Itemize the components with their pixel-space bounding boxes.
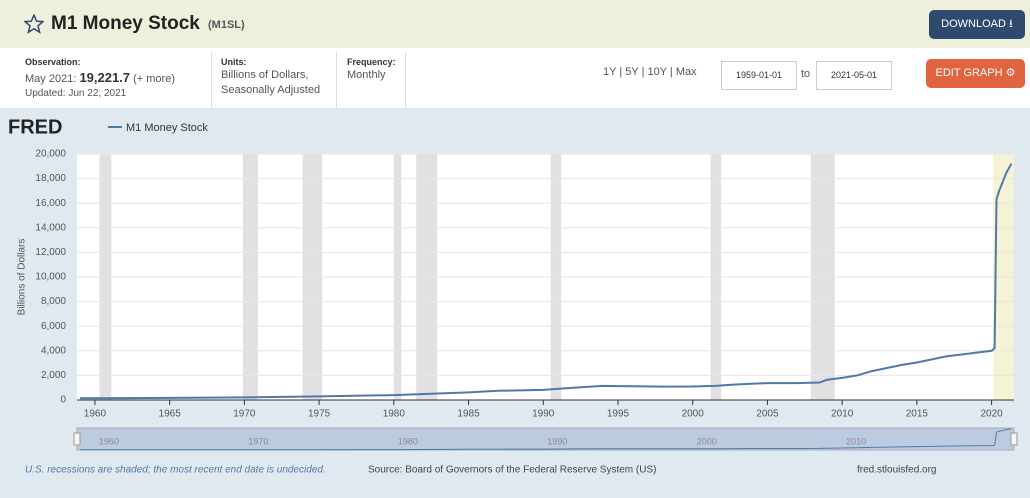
header	[0, 0, 1030, 48]
divider	[336, 52, 337, 108]
units-line: Seasonally Adjusted	[221, 84, 321, 96]
x-tick-label: 2000	[682, 409, 705, 420]
edit-graph-label[interactable]: EDIT GRAPH	[935, 67, 1003, 79]
recession-note: U.S. recessions are shaded; the most rec…	[25, 465, 326, 476]
x-tick-label: 1985	[457, 409, 480, 420]
y-tick-label: 20,000	[35, 149, 66, 160]
observation-date: May 2021:	[25, 73, 77, 85]
observation-value: 19,221.7	[79, 70, 131, 85]
series-id: (M1SL)	[208, 19, 245, 31]
x-tick-label: 2005	[756, 409, 779, 420]
star-icon[interactable]	[24, 14, 44, 34]
x-tick-label: 1995	[607, 409, 630, 420]
more-link[interactable]: (+ more)	[133, 73, 175, 85]
updated: Updated: Jun 22, 2021	[25, 88, 127, 99]
y-tick-label: 18,000	[35, 173, 66, 184]
title: M1 Money Stock	[51, 13, 200, 34]
range-link[interactable]: 1Y	[603, 66, 617, 78]
navigator	[76, 427, 1015, 451]
navigator-handle[interactable]	[73, 432, 81, 446]
units-line: Billions of Dollars,	[221, 69, 309, 81]
navigator-label: 1990	[547, 436, 567, 446]
download-label[interactable]: DOWNLOAD	[941, 18, 1006, 30]
y-tick-label: 4,000	[41, 345, 66, 356]
x-tick-label: 1960	[84, 409, 107, 420]
x-tick-label: 1970	[233, 409, 256, 420]
range-links: 1Y | 5Y | 10Y | Max	[603, 66, 697, 78]
y-tick-label: 0	[60, 395, 66, 406]
y-tick-label: 8,000	[41, 296, 66, 307]
divider	[211, 52, 212, 108]
y-axis-label: Billions of Dollars	[17, 239, 28, 316]
start-date-input[interactable]: 1959-01-01	[721, 61, 797, 90]
navigator-label: 2010	[846, 436, 866, 446]
frequency-label: Frequency:	[347, 57, 396, 67]
observation-label: Observation:	[25, 57, 81, 67]
download-button[interactable]: DOWNLOAD ⭳	[929, 10, 1025, 39]
fred-logo: FRED	[8, 116, 62, 138]
site: fred.stlouisfed.org	[857, 465, 937, 476]
y-tick-label: 14,000	[35, 222, 66, 233]
x-tick-label: 1965	[159, 409, 182, 420]
series-line	[79, 163, 1013, 400]
units-label: Units:	[221, 57, 247, 67]
navigator-line	[80, 428, 1012, 451]
chart: FRED Billions of Dollars U.S. recessions…	[0, 108, 1030, 498]
x-tick-label: 2015	[906, 409, 929, 420]
divider	[405, 52, 406, 108]
range-link[interactable]: Max	[675, 66, 697, 78]
navigator-label: 1980	[398, 436, 418, 446]
navigator-handle[interactable]	[1010, 432, 1018, 446]
y-tick-label: 16,000	[35, 198, 66, 209]
range-link[interactable]: 10Y	[647, 66, 667, 78]
to-label: to	[801, 68, 811, 80]
x-tick-label: 1980	[383, 409, 406, 420]
range-link[interactable]: 5Y	[625, 66, 639, 78]
source: Source: Board of Governors of the Federa…	[368, 465, 656, 476]
y-tick-label: 12,000	[35, 247, 66, 258]
x-tick-label: 1990	[532, 409, 555, 420]
frequency: Monthly	[347, 69, 386, 81]
navigator-label: 1960	[99, 436, 119, 446]
navigator-label: 1970	[248, 436, 268, 446]
edit-graph-button[interactable]: EDIT GRAPH ⚙	[926, 59, 1025, 88]
x-tick-label: 2020	[980, 409, 1003, 420]
y-tick-label: 6,000	[41, 321, 66, 332]
y-tick-label: 2,000	[41, 370, 66, 381]
y-tick-label: 10,000	[35, 272, 66, 283]
x-tick-label: 2010	[831, 409, 854, 420]
navigator-label: 2000	[697, 436, 717, 446]
end-date-input[interactable]: 2021-05-01	[816, 61, 892, 90]
legend-label: M1 Money Stock	[126, 122, 208, 134]
x-tick-label: 1975	[308, 409, 331, 420]
